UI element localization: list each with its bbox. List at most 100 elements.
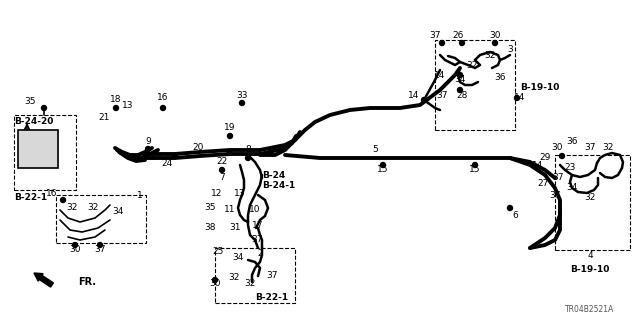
Circle shape: [212, 278, 218, 283]
Text: 21: 21: [99, 114, 109, 122]
Circle shape: [220, 167, 225, 173]
Text: 33: 33: [236, 91, 248, 100]
Text: 16: 16: [157, 93, 169, 102]
Text: 14: 14: [435, 70, 445, 79]
Text: 14: 14: [532, 160, 544, 169]
Text: 23: 23: [564, 164, 576, 173]
Text: 2: 2: [257, 249, 263, 258]
Text: 29: 29: [540, 153, 550, 162]
Text: 8: 8: [245, 145, 251, 154]
Text: 3: 3: [507, 46, 513, 55]
Text: 37: 37: [549, 190, 561, 199]
Bar: [14, 115, 76, 190]
Circle shape: [239, 100, 244, 106]
Text: 34: 34: [454, 76, 466, 85]
Text: 34: 34: [232, 254, 244, 263]
Text: 13: 13: [122, 101, 134, 110]
Text: 34: 34: [112, 206, 124, 216]
Text: B-24-1: B-24-1: [262, 182, 295, 190]
FancyArrow shape: [34, 273, 53, 287]
Text: 4: 4: [587, 250, 593, 259]
Text: 37: 37: [94, 246, 106, 255]
Text: 32: 32: [467, 61, 477, 70]
Text: 15: 15: [469, 166, 481, 174]
Circle shape: [440, 41, 445, 46]
Circle shape: [42, 106, 47, 110]
Text: 13: 13: [234, 189, 246, 198]
Text: 6: 6: [512, 211, 518, 219]
Bar: [215, 248, 295, 303]
Circle shape: [422, 98, 426, 102]
Text: 9: 9: [145, 137, 151, 146]
Text: 37: 37: [252, 235, 263, 244]
Text: 37: 37: [266, 271, 278, 280]
Text: B-24-20: B-24-20: [14, 116, 53, 125]
Bar: [18, 130, 58, 168]
Text: 36: 36: [566, 137, 578, 146]
Text: 37: 37: [552, 174, 564, 182]
Text: 30: 30: [209, 278, 221, 287]
Text: 14: 14: [408, 91, 420, 100]
Text: 15: 15: [377, 166, 388, 174]
Text: 37: 37: [149, 153, 161, 162]
Text: 30: 30: [489, 31, 500, 40]
Text: 12: 12: [211, 189, 223, 198]
Text: 32: 32: [244, 278, 256, 287]
Text: 22: 22: [216, 158, 228, 167]
Text: 30: 30: [551, 144, 563, 152]
Circle shape: [97, 242, 102, 248]
Text: 38: 38: [204, 224, 216, 233]
Text: 7: 7: [219, 174, 225, 182]
Text: FR.: FR.: [78, 277, 96, 287]
Circle shape: [227, 150, 232, 154]
Text: 18: 18: [110, 95, 122, 105]
Text: 37: 37: [584, 144, 596, 152]
Circle shape: [61, 197, 65, 203]
Text: B-19-10: B-19-10: [520, 84, 559, 93]
Text: 32: 32: [228, 273, 240, 283]
Text: 25: 25: [212, 248, 224, 256]
Circle shape: [145, 146, 150, 152]
Text: B-22-1: B-22-1: [255, 293, 288, 302]
Text: 19: 19: [224, 123, 236, 132]
Text: 32: 32: [602, 144, 614, 152]
Text: 11: 11: [224, 205, 236, 214]
Circle shape: [458, 87, 463, 93]
Text: 32: 32: [67, 203, 77, 211]
Circle shape: [161, 106, 166, 110]
Circle shape: [227, 133, 232, 138]
Text: 30: 30: [69, 246, 81, 255]
Circle shape: [113, 106, 118, 110]
Text: 17: 17: [252, 220, 264, 229]
Circle shape: [559, 153, 564, 159]
Circle shape: [143, 152, 147, 158]
Circle shape: [381, 162, 385, 167]
Text: 24: 24: [161, 160, 173, 168]
Text: 26: 26: [452, 31, 464, 40]
Circle shape: [458, 72, 463, 78]
Text: 37: 37: [436, 92, 448, 100]
Circle shape: [508, 205, 513, 211]
Circle shape: [246, 155, 250, 160]
Text: 32: 32: [87, 203, 99, 211]
Text: 27: 27: [538, 180, 548, 189]
Text: 10: 10: [249, 205, 260, 214]
Text: 31: 31: [229, 224, 241, 233]
Text: TR04B2521A: TR04B2521A: [565, 306, 614, 315]
Bar: [56, 195, 146, 243]
Circle shape: [515, 95, 520, 100]
Text: 28: 28: [456, 91, 468, 100]
Text: B-19-10: B-19-10: [570, 265, 609, 275]
Text: B-24: B-24: [262, 172, 285, 181]
Text: 5: 5: [372, 145, 378, 154]
Circle shape: [472, 162, 477, 167]
Bar: [435, 40, 515, 130]
Circle shape: [173, 153, 177, 159]
Text: 14: 14: [515, 93, 525, 102]
Circle shape: [493, 41, 497, 46]
Text: 1: 1: [137, 190, 143, 199]
Text: 36: 36: [494, 73, 506, 83]
Text: 34: 34: [566, 183, 578, 192]
Circle shape: [72, 242, 77, 248]
Bar: [555, 155, 630, 250]
